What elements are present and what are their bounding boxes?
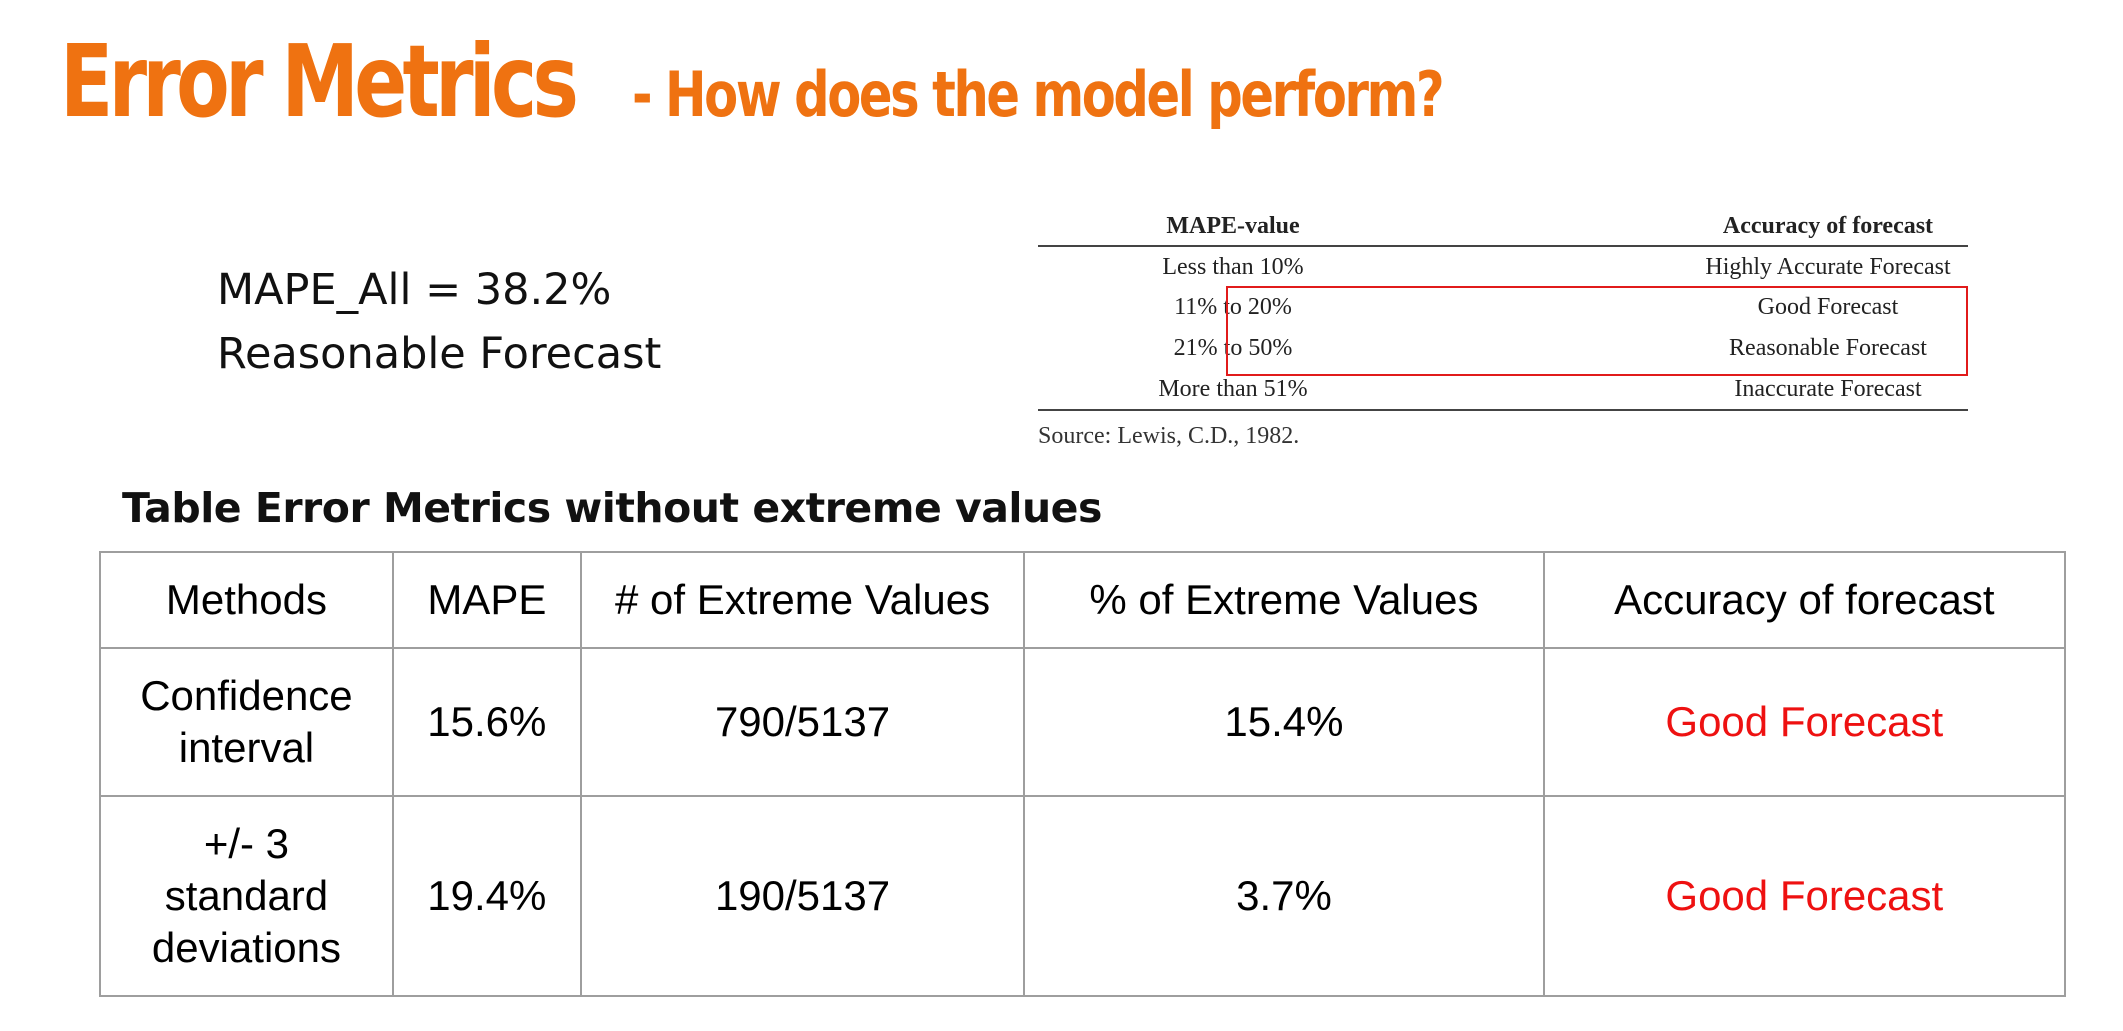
table-row: Confidence interval 15.6% 790/5137 15.4%… (99, 647, 2067, 797)
reference-accuracy-label: Inaccurate Forecast (1734, 375, 1922, 402)
reference-accuracy-cell: Reasonable Forecast (1568, 328, 1968, 369)
accuracy-cell: Good Forecast (1542, 795, 2067, 997)
reference-accuracy-label: Reasonable Forecast (1729, 335, 1927, 361)
table-header-row: Methods MAPE # of Extreme Values % of Ex… (99, 551, 2067, 649)
reference-header-mape: MAPE-value (1038, 208, 1568, 247)
reference-row: 11% to 20% Good Forecast (1038, 287, 1968, 328)
reference-row: Less than 10% Highly Accurate Forecast (1038, 246, 1968, 287)
header-extreme-count: # of Extreme Values (579, 551, 1026, 649)
reference-accuracy-cell: Good Forecast (1568, 287, 1968, 328)
extreme-percent-cell: 15.4% (1023, 647, 1545, 797)
reference-mape-cell: More than 51% (1038, 369, 1568, 411)
method-cell: +/- 3 standard deviations (99, 795, 394, 997)
reference-accuracy-label: Highly Accurate Forecast (1705, 253, 1951, 280)
mape-reference-table: MAPE-value Accuracy of forecast Less tha… (1038, 208, 1968, 411)
extreme-count-cell: 190/5137 (579, 795, 1026, 997)
header-extreme-percent: % of Extreme Values (1023, 551, 1545, 649)
header-mape: MAPE (391, 551, 582, 649)
mape-all-accuracy: Reasonable Forecast (217, 329, 662, 379)
method-line: deviations (151, 924, 341, 971)
mape-all-value: MAPE_All = 38.2% (217, 265, 612, 315)
reference-header-accuracy-label: Accuracy of forecast (1722, 213, 1934, 239)
mape-cell: 19.4% (391, 795, 582, 997)
reference-header-accuracy: Accuracy of forecast (1568, 208, 1968, 247)
reference-accuracy-label: Good Forecast (1757, 294, 1899, 320)
reference-mape-cell: Less than 10% (1162, 253, 1304, 280)
reference-source: Source: Lewis, C.D., 1982. (1038, 423, 1300, 449)
title-main: Error Metrics (60, 23, 579, 140)
slide-title: Error Metrics - How does the model perfor… (60, 32, 1645, 132)
reference-row: More than 51% Inaccurate Forecast (1038, 369, 1968, 411)
reference-mape-cell: 21% to 50% (1173, 335, 1293, 361)
method-line: +/- 3 (203, 820, 290, 867)
method-line: standard (164, 872, 329, 919)
reference-header-row: MAPE-value Accuracy of forecast (1038, 208, 1968, 247)
method-cell: Confidence interval (99, 647, 394, 797)
reference-row: 21% to 50% Reasonable Forecast (1038, 328, 1968, 369)
extreme-percent-cell: 3.7% (1023, 795, 1545, 997)
header-methods: Methods (99, 551, 394, 649)
mape-reference: MAPE-value Accuracy of forecast Less tha… (1038, 208, 1968, 450)
reference-mape-cell: 11% to 20% (1174, 294, 1292, 320)
table-row: +/- 3 standard deviations 19.4% 190/5137… (99, 795, 2067, 997)
method-line: interval (178, 724, 315, 771)
accuracy-cell: Good Forecast (1542, 647, 2067, 797)
title-subtitle: - How does the model perform? (632, 58, 1445, 131)
extreme-count-cell: 790/5137 (579, 647, 1026, 797)
reference-accuracy-cell: Inaccurate Forecast (1568, 369, 1968, 411)
mape-summary: MAPE_All = 38.2% Reasonable Forecast (217, 258, 661, 386)
error-metrics-table: Methods MAPE # of Extreme Values % of Ex… (99, 551, 2067, 997)
method-line: Confidence (140, 672, 353, 719)
reference-accuracy-cell: Highly Accurate Forecast (1568, 246, 1968, 287)
section-title: Table Error Metrics without extreme valu… (122, 484, 1102, 532)
header-accuracy: Accuracy of forecast (1542, 551, 2067, 649)
mape-cell: 15.6% (391, 647, 582, 797)
